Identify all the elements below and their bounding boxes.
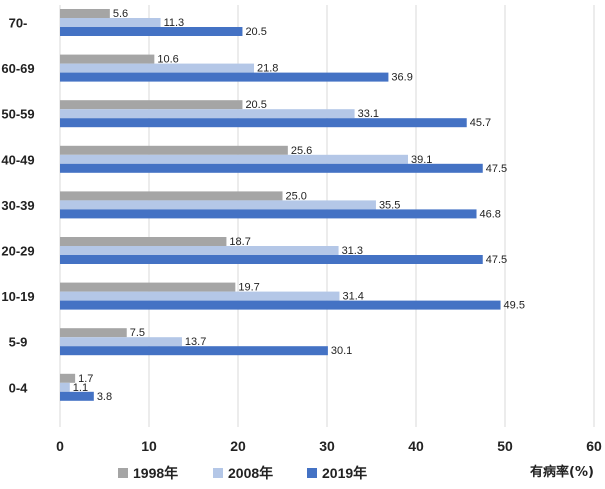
data-label: 46.8 — [480, 208, 501, 220]
category-label: 10-19 — [1, 289, 34, 304]
bar-1998年-5-9 — [60, 328, 127, 338]
data-label: 47.5 — [486, 254, 507, 266]
bar-2008年-40-49 — [60, 154, 408, 164]
bar-2008年-70- — [60, 18, 161, 27]
bar-2019年-40-49 — [60, 163, 483, 173]
legend-swatch-2008年 — [213, 468, 223, 478]
data-label: 31.3 — [342, 245, 363, 257]
bar-1998年-0-4 — [60, 373, 76, 383]
data-label: 10.6 — [157, 54, 178, 66]
data-label: 45.7 — [470, 117, 491, 129]
category-label: 50-59 — [1, 107, 34, 122]
category-label: 40-49 — [1, 152, 34, 167]
bar-1998年-50-59 — [60, 100, 243, 110]
category-label: 5-9 — [9, 335, 28, 350]
x-tick-label: 40 — [408, 438, 424, 454]
bar-2019年-5-9 — [60, 346, 328, 356]
data-label: 5.6 — [113, 8, 128, 20]
bar-2019年-10-19 — [60, 300, 501, 310]
data-label: 3.8 — [97, 391, 112, 403]
x-tick-label: 60 — [586, 438, 602, 454]
x-axis-title: 有病率(%) — [530, 464, 594, 480]
data-label: 49.5 — [504, 300, 525, 312]
category-label: 0-4 — [9, 380, 29, 395]
bar-2008年-0-4 — [60, 382, 70, 392]
bar-1998年-70- — [60, 9, 110, 18]
bar-2019年-70- — [60, 27, 243, 36]
bar-1998年-30-39 — [60, 191, 283, 201]
bar-2008年-20-29 — [60, 246, 339, 255]
bars — [60, 9, 501, 401]
data-label: 7.5 — [130, 327, 145, 339]
bar-2019年-30-39 — [60, 209, 477, 219]
category-label: 60-69 — [1, 61, 34, 76]
bar-2008年-5-9 — [60, 337, 182, 347]
data-label: 11.3 — [164, 17, 185, 29]
bar-1998年-40-49 — [60, 145, 288, 155]
category-label: 70- — [9, 16, 28, 31]
legend-label: 2008年 — [228, 465, 273, 481]
bar-2019年-60-69 — [60, 72, 389, 82]
bar-2008年-60-69 — [60, 63, 255, 73]
data-label: 13.7 — [185, 336, 206, 348]
category-label: 20-29 — [1, 244, 34, 259]
data-label: 25.0 — [286, 190, 307, 202]
data-label: 18.7 — [229, 236, 250, 248]
data-label: 21.8 — [257, 63, 278, 75]
bar-2019年-0-4 — [60, 391, 94, 401]
data-label: 47.5 — [486, 163, 507, 175]
bar-2008年-50-59 — [60, 109, 355, 119]
bar-2008年-10-19 — [60, 291, 340, 301]
legend: 1998年 2008年 2019年 — [118, 465, 367, 481]
category-label: 30-39 — [1, 198, 34, 213]
bar-2019年-20-29 — [60, 255, 483, 264]
bar-1998年-10-19 — [60, 282, 236, 292]
legend-swatch-1998年 — [118, 468, 128, 478]
bar-1998年-20-29 — [60, 237, 227, 246]
data-label: 1.7 — [78, 373, 93, 385]
data-label: 39.1 — [411, 154, 432, 166]
x-tick-labels: 0 10 20 30 40 50 60 — [56, 438, 602, 454]
x-tick-label: 0 — [56, 438, 64, 454]
data-label: 25.6 — [291, 145, 312, 157]
bar-2008年-30-39 — [60, 200, 376, 210]
data-labels: 5.6 11.3 20.5 10.6 21.8 36.9 20.5 33.1 45.7 25.6 3… — [73, 8, 525, 403]
bar-2019年-50-59 — [60, 118, 467, 128]
x-tick-label: 30 — [319, 438, 335, 454]
data-label: 33.1 — [358, 108, 379, 120]
data-label: 19.7 — [238, 282, 259, 294]
legend-label: 1998年 — [133, 465, 178, 481]
data-label: 31.4 — [342, 291, 363, 303]
data-label: 35.5 — [379, 199, 400, 211]
data-label: 36.9 — [391, 72, 412, 84]
legend-swatch-2019年 — [307, 468, 317, 478]
data-label: 30.1 — [331, 345, 352, 357]
legend-label: 2019年 — [322, 465, 367, 481]
category-labels: 70- 60-69 50-59 40-49 30-39 20-29 10-19 5-9 0-4 — [1, 16, 34, 396]
data-label: 20.5 — [245, 26, 266, 38]
x-tick-label: 20 — [230, 438, 246, 454]
x-tick-label: 50 — [497, 438, 513, 454]
bar-1998年-60-69 — [60, 54, 155, 64]
data-label: 1.1 — [73, 382, 88, 394]
x-tick-label: 10 — [141, 438, 157, 454]
data-label: 20.5 — [245, 99, 266, 111]
